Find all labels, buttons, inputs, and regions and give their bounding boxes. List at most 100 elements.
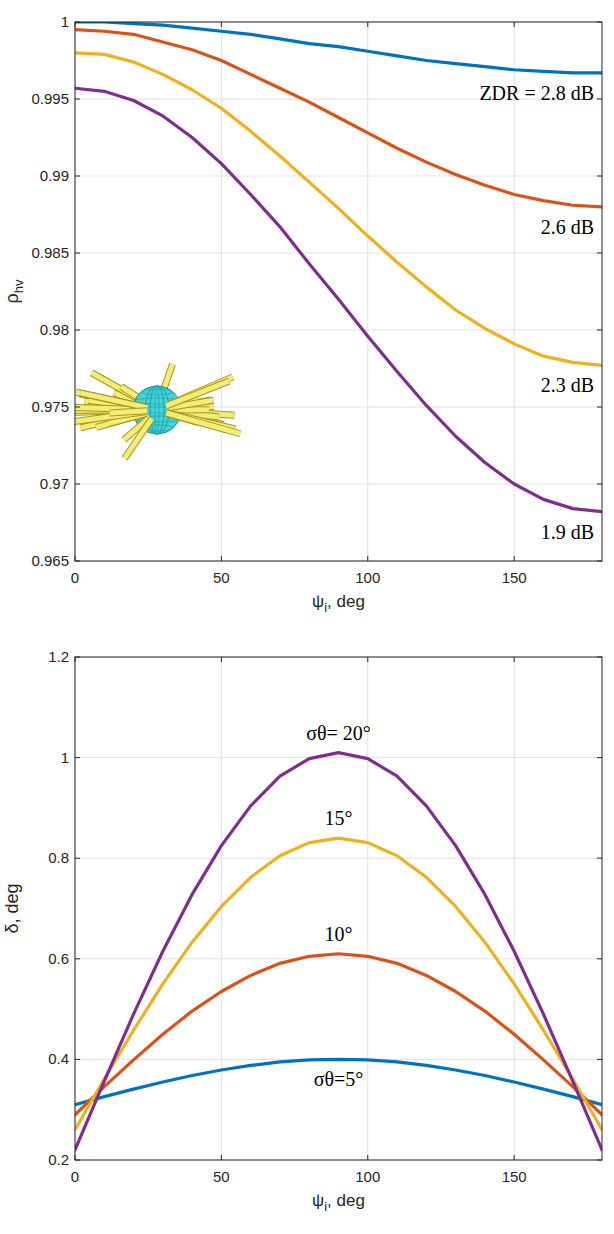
tick-label-x: 150 xyxy=(502,569,527,586)
crystal-rod-edge xyxy=(106,411,147,413)
tick-y xyxy=(597,176,602,177)
tick-y xyxy=(75,407,80,408)
tick-x xyxy=(514,22,515,27)
grid-line-x xyxy=(514,657,515,1160)
tick-label-y: 0.965 xyxy=(31,552,69,569)
sphere-grid xyxy=(155,386,159,434)
tick-y xyxy=(75,22,80,23)
tick-y xyxy=(597,484,602,485)
series-line xyxy=(75,88,602,512)
axis-title-x: ψi, deg xyxy=(312,1191,365,1214)
tick-x xyxy=(221,22,222,27)
tick-y xyxy=(75,99,80,100)
label-suffix: , deg xyxy=(327,1191,365,1210)
series-label: 2.3 dB xyxy=(541,374,594,396)
series-line xyxy=(75,954,602,1115)
label-main: ρ xyxy=(2,293,22,303)
grid-line-y xyxy=(75,253,602,254)
series-label: 2.6 dB xyxy=(541,216,594,238)
tick-y xyxy=(597,330,602,331)
crystal-rod-edge xyxy=(110,411,147,413)
tick-x xyxy=(221,556,222,561)
tick-y xyxy=(75,958,80,959)
tick-label-x: 100 xyxy=(355,569,380,586)
axis-title-x: ψi, deg xyxy=(312,592,365,615)
tick-label-x: 150 xyxy=(502,1168,527,1185)
grid-line-y xyxy=(75,757,602,758)
tick-y xyxy=(75,757,80,758)
sphere-grid xyxy=(150,386,164,434)
tick-y xyxy=(75,330,80,331)
data-group xyxy=(75,22,602,512)
crystal-rod xyxy=(106,411,147,413)
tick-y xyxy=(597,407,602,408)
tick-x xyxy=(75,657,76,662)
tick-x xyxy=(75,1155,76,1160)
tick-y xyxy=(75,176,80,177)
crystal-rod xyxy=(167,413,241,434)
series-line xyxy=(75,753,602,1150)
crystal-rod xyxy=(80,393,147,408)
tick-y xyxy=(597,1059,602,1060)
crystal-rod-edge xyxy=(125,419,152,459)
tick-x xyxy=(221,657,222,662)
tick-y xyxy=(75,253,80,254)
tick-y xyxy=(75,561,80,562)
label-main: ψ xyxy=(312,592,324,611)
tick-y xyxy=(597,253,602,254)
sphere-grid xyxy=(141,389,173,395)
axis-title-y: δ, deg xyxy=(2,883,22,933)
tick-label-x: 100 xyxy=(355,1168,380,1185)
tick-label-y: 0.985 xyxy=(31,244,69,261)
plot-frame xyxy=(75,22,602,561)
series-label: σθ=5° xyxy=(314,1068,364,1090)
tick-label-y: 0.6 xyxy=(48,950,69,967)
tick-x xyxy=(367,657,368,662)
plot-area xyxy=(75,657,602,1160)
tick-x xyxy=(367,22,368,27)
grid-line-x xyxy=(221,22,222,561)
tick-y xyxy=(75,858,80,859)
series-label: ZDR = 2.8 dB xyxy=(479,82,594,104)
tick-label-y: 0.995 xyxy=(31,90,69,107)
label-sub: hv xyxy=(11,279,26,293)
tick-x xyxy=(75,556,76,561)
tick-label-y: 0.975 xyxy=(31,398,69,415)
grid-line-y xyxy=(75,330,602,331)
grid-line-x xyxy=(367,22,368,561)
crystal-rod xyxy=(110,411,147,413)
tick-x xyxy=(367,556,368,561)
label-text: δ, deg xyxy=(2,883,22,933)
tick-y xyxy=(75,657,80,658)
plot-area xyxy=(75,22,602,561)
tick-y xyxy=(597,958,602,959)
tick-label-y: 0.99 xyxy=(40,167,69,184)
series-line xyxy=(75,22,602,73)
crystal-rod-edge xyxy=(80,393,147,408)
axis-title-y: ρhv xyxy=(2,279,26,303)
tick-label-y: 0.98 xyxy=(40,321,69,338)
tick-label-y: 0.97 xyxy=(40,475,69,492)
tick-label-y: 0.8 xyxy=(48,849,69,866)
series-line xyxy=(75,30,602,207)
tick-x xyxy=(221,1155,222,1160)
panel: 0501001500.20.40.60.811.2ψi, degδ, degσθ… xyxy=(2,648,602,1214)
tick-y xyxy=(75,1160,80,1161)
series-label: 1.9 dB xyxy=(541,521,594,543)
tick-label-x: 0 xyxy=(71,1168,79,1185)
tick-y xyxy=(597,99,602,100)
tick-y xyxy=(597,1160,602,1161)
plot-frame xyxy=(75,657,602,1160)
tick-x xyxy=(514,1155,515,1160)
series-line xyxy=(75,53,602,366)
tick-label-y: 0.4 xyxy=(48,1050,69,1067)
data-group xyxy=(75,753,602,1150)
tick-x xyxy=(514,657,515,662)
tick-x xyxy=(367,1155,368,1160)
tick-label-y: 0.2 xyxy=(48,1151,69,1168)
grid-line-y xyxy=(75,176,602,177)
series-label: 10° xyxy=(325,923,353,945)
tick-label-x: 50 xyxy=(213,1168,230,1185)
tick-x xyxy=(75,22,76,27)
figure: 0 50 100 150 0.965 0.97 0.975 0.98 0.985 0.99 0.99… xyxy=(0,0,614,1234)
